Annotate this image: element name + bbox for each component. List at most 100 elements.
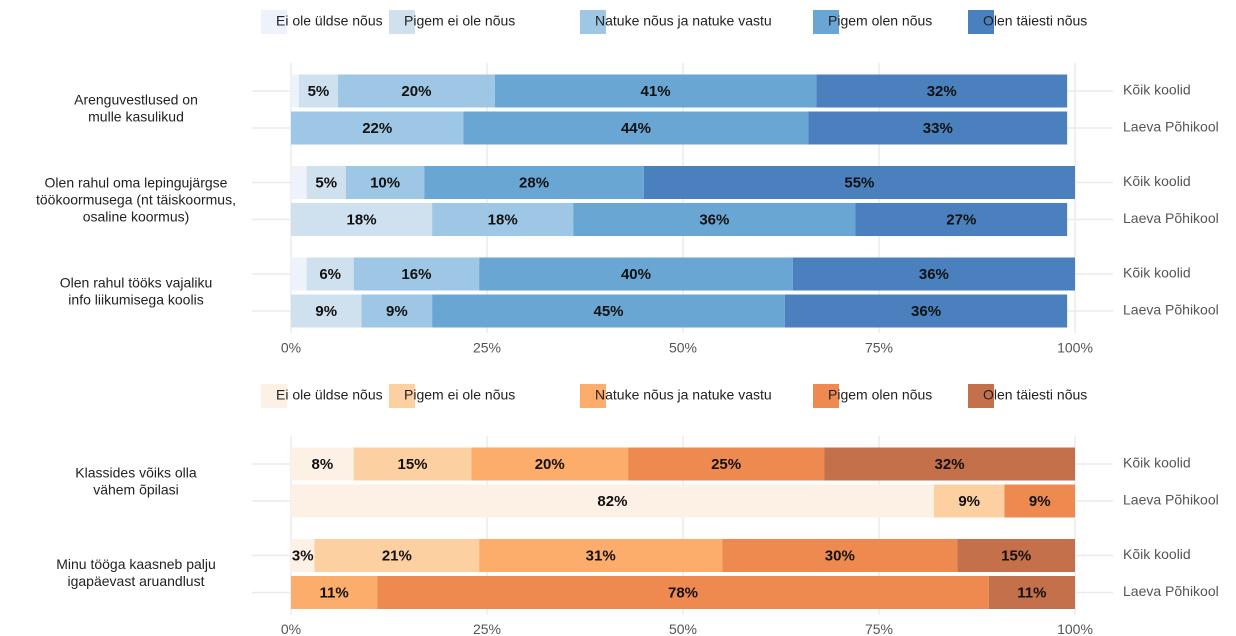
- bar-label: 55%: [844, 174, 874, 191]
- bar-segment: [479, 539, 723, 572]
- bar-label: 40%: [621, 266, 651, 283]
- bar-segment: [291, 166, 307, 199]
- row-label: Kõik koolid: [1123, 455, 1191, 471]
- bar-segment: [291, 74, 299, 108]
- x-tick-label: 100%: [1057, 340, 1093, 356]
- row-label: Kõik koolid: [1123, 173, 1191, 189]
- bar-label: 27%: [946, 211, 976, 228]
- bar-label: 9%: [315, 303, 337, 320]
- question-label: info liikumisega koolis: [68, 292, 203, 308]
- bar-label: 21%: [382, 547, 412, 564]
- legend-label: Natuke nõus ja natuke vastu: [595, 387, 772, 403]
- legend-label: Pigem ei ole nõus: [404, 13, 515, 29]
- legend-swatch: [389, 384, 415, 408]
- x-tick-label: 25%: [473, 621, 501, 636]
- bar-segment: [792, 257, 1075, 291]
- bar-segment: [628, 447, 825, 481]
- bar-label: 9%: [958, 493, 980, 510]
- question-label: osaline koormus): [83, 209, 190, 225]
- bar-label: 5%: [315, 174, 337, 191]
- bar-segment: [424, 166, 644, 199]
- question-label: Klassides võiks olla: [75, 465, 197, 481]
- x-tick-label: 100%: [1057, 621, 1093, 636]
- legend-swatch: [968, 10, 994, 34]
- bar-label: 20%: [535, 456, 565, 473]
- bar-label: 9%: [1029, 493, 1051, 510]
- legend-swatch: [261, 10, 287, 34]
- bar-segment: [471, 447, 629, 481]
- legend-label: Pigem olen nõus: [828, 387, 932, 403]
- bar-label: 8%: [312, 456, 334, 473]
- bar-segment: [988, 576, 1075, 609]
- bar-segment: [361, 294, 433, 328]
- bar-segment: [306, 166, 346, 199]
- bar-segment: [377, 576, 989, 609]
- x-tick-label: 75%: [865, 621, 893, 636]
- row-label: Laeva Põhikool: [1123, 492, 1219, 508]
- legend-swatch: [389, 10, 415, 34]
- bar-segment: [432, 203, 574, 236]
- bar-label: 32%: [935, 456, 965, 473]
- bar-label: 25%: [711, 456, 741, 473]
- bar-segment: [314, 539, 480, 572]
- bar-segment: [573, 203, 856, 236]
- bar-label: 36%: [911, 303, 941, 320]
- question-label: Olen rahul oma lepingujärgse: [45, 175, 228, 191]
- bar-label: 82%: [597, 493, 627, 510]
- question-label: igapäevast aruandlust: [68, 573, 205, 589]
- legend-label: Ei ole üldse nõus: [276, 387, 383, 403]
- bar-label: 20%: [401, 83, 431, 100]
- bar-label: 36%: [699, 211, 729, 228]
- bar-label: 10%: [370, 174, 400, 191]
- bar-segment: [291, 257, 307, 291]
- legend-swatch: [813, 10, 839, 34]
- bar-label: 9%: [386, 303, 408, 320]
- bar-segment: [291, 576, 378, 609]
- bar-label: 22%: [362, 120, 392, 137]
- x-tick-label: 50%: [669, 621, 697, 636]
- bar-segment: [291, 484, 934, 518]
- x-tick-label: 50%: [669, 340, 697, 356]
- question-label: Minu tööga kaasneb palju: [56, 556, 216, 572]
- x-tick-label: 75%: [865, 340, 893, 356]
- bar-segment: [933, 484, 1005, 518]
- question-label: töökoormusega (nt täiskoormus,: [36, 192, 236, 208]
- bar-segment: [345, 166, 425, 199]
- bar-label: 31%: [586, 547, 616, 564]
- question-label: vähem õpilasi: [93, 482, 179, 498]
- bar-label: 78%: [668, 584, 698, 601]
- bar-segment: [291, 294, 362, 328]
- legend-label: Pigem olen nõus: [828, 13, 932, 29]
- legend-label: Natuke nõus ja natuke vastu: [595, 13, 772, 29]
- bar-segment: [463, 111, 809, 145]
- bar-segment: [291, 111, 464, 145]
- bar-segment: [816, 74, 1068, 108]
- legend-swatch: [968, 384, 994, 408]
- row-label: Laeva Põhikool: [1123, 119, 1219, 135]
- legend-swatch: [580, 384, 606, 408]
- bar-label: 18%: [488, 211, 518, 228]
- bar-segment: [855, 203, 1068, 236]
- bar-segment: [353, 257, 480, 291]
- bar-label: 6%: [319, 266, 341, 283]
- bar-label: 18%: [347, 211, 377, 228]
- legend-label: Olen täiesti nõus: [983, 387, 1087, 403]
- bar-label: 32%: [927, 83, 957, 100]
- bar-segment: [722, 539, 958, 572]
- row-label: Laeva Põhikool: [1123, 210, 1219, 226]
- row-label: Laeva Põhikool: [1123, 302, 1219, 318]
- bar-label: 3%: [292, 547, 314, 564]
- row-label: Kõik koolid: [1123, 546, 1191, 562]
- row-label: Kõik koolid: [1123, 82, 1191, 98]
- legend-swatch: [813, 384, 839, 408]
- bar-segment: [808, 111, 1068, 145]
- question-label: mulle kasulikud: [88, 109, 184, 125]
- bar-segment: [784, 294, 1068, 328]
- row-label: Kõik koolid: [1123, 265, 1191, 281]
- row-label: Laeva Põhikool: [1123, 583, 1219, 599]
- bar-segment: [291, 539, 315, 572]
- bar-label: 41%: [641, 83, 671, 100]
- bar-segment: [306, 257, 354, 291]
- bar-label: 30%: [825, 547, 855, 564]
